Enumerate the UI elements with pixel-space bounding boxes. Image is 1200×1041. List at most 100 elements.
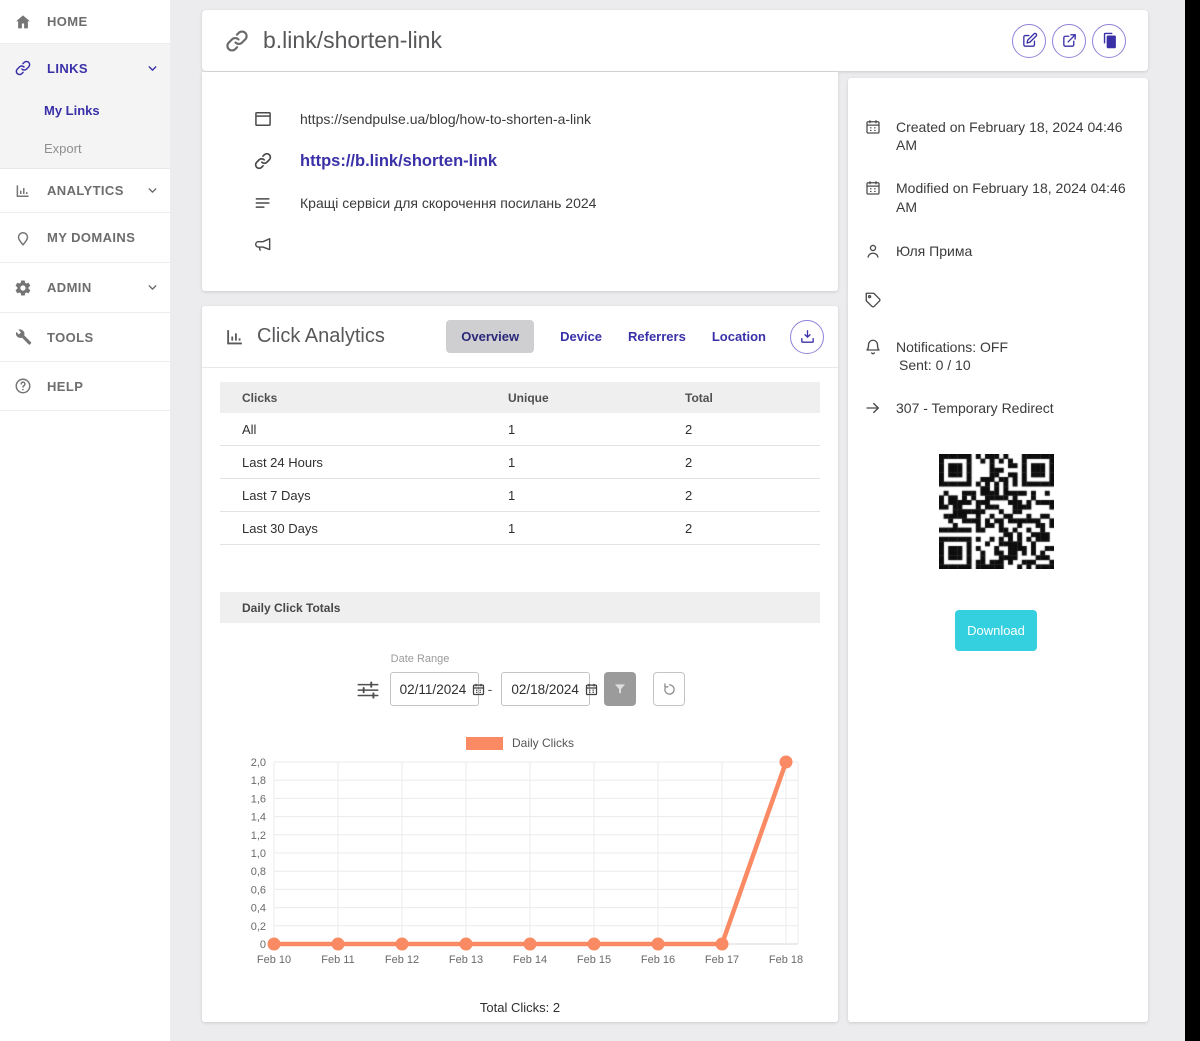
qr-code-wrap <box>864 453 1128 574</box>
page-title: b.link/shorten-link <box>224 27 442 54</box>
link-icon <box>15 60 31 76</box>
link-icon <box>254 152 272 170</box>
apply-filter-button[interactable] <box>604 672 637 706</box>
table-row: Last 7 Days 1 2 <box>220 479 820 512</box>
export-analytics-button[interactable] <box>790 319 824 354</box>
svg-text:Feb 12: Feb 12 <box>385 954 419 966</box>
analytics-title-text: Click Analytics <box>257 325 385 347</box>
tab-overview[interactable]: Overview <box>446 320 535 353</box>
edit-icon <box>1022 32 1037 47</box>
funnel-icon <box>615 684 626 694</box>
sidebar-item-label: MY DOMAINS <box>47 230 136 245</box>
cell-total: 2 <box>685 454 693 470</box>
link-info-panel: Created on February 18, 2024 04:46 AM Mo… <box>848 78 1148 1022</box>
tag-icon <box>865 292 881 308</box>
tab-device[interactable]: Device <box>560 329 602 344</box>
legend-label: Daily Clicks <box>511 736 574 750</box>
destination-url-row: https://sendpulse.ua/blog/how-to-shorten… <box>253 98 818 140</box>
sidebar-item-links[interactable]: LINKS <box>0 44 170 92</box>
svg-text:0,4: 0,4 <box>251 903 266 915</box>
cell-unique: 1 <box>508 421 516 437</box>
external-link-icon <box>1062 34 1076 47</box>
location-pin-icon <box>17 231 29 246</box>
link-page-title: Кращі сервіси для скорочення посилань 20… <box>300 195 597 211</box>
tab-referrers[interactable]: Referrers <box>628 329 686 344</box>
link-header-card: b.link/shorten-link <box>202 10 1148 71</box>
qr-download-button[interactable]: Download <box>955 609 1037 651</box>
bar-chart-icon <box>227 329 242 344</box>
qr-code <box>938 453 1054 569</box>
copy-link-button[interactable] <box>1092 23 1126 58</box>
short-url-row: https://b.link/shorten-link <box>253 140 818 182</box>
table-row: Last 24 Hours 1 2 <box>220 446 820 479</box>
calendar-icon[interactable] <box>584 682 599 697</box>
window-edge <box>1185 0 1200 1041</box>
cell-unique: 1 <box>508 454 516 470</box>
sidebar-item-my-domains[interactable]: MY DOMAINS <box>0 213 170 263</box>
modified-text: Modified on February 18, 2024 04:46 AM <box>896 180 1126 215</box>
cell-total: 2 <box>685 421 693 437</box>
sidebar-item-export[interactable]: Export <box>0 128 170 168</box>
sidebar-item-label: ANALYTICS <box>47 183 124 198</box>
help-icon <box>15 378 31 394</box>
reset-filter-button[interactable] <box>653 672 686 706</box>
col-total: Total <box>685 390 713 405</box>
date-range-separator: - <box>487 681 493 697</box>
tab-location[interactable]: Location <box>711 329 766 344</box>
date-range-label: Date Range <box>390 653 450 665</box>
table-row: Last 30 Days 1 2 <box>220 512 820 545</box>
svg-text:0,8: 0,8 <box>251 866 266 878</box>
svg-text:1,2: 1,2 <box>251 830 266 842</box>
filter-sliders-icon[interactable] <box>355 676 381 702</box>
created-text: Created on February 18, 2024 04:46 AM <box>896 119 1123 154</box>
arrow-right-icon <box>866 403 879 414</box>
daily-clicks-chart[interactable]: 0 0,2 0,4 0,6 0,8 1,0 1,2 1,4 1,6 1,8 2,0 Feb 10 Feb… <box>220 750 820 990</box>
notifications-status: Notifications: OFF <box>896 338 1009 355</box>
reset-icon <box>664 682 675 695</box>
svg-text:0,6: 0,6 <box>251 884 266 896</box>
cell-unique: 1 <box>508 487 516 503</box>
date-to-value: 02/18/2024 <box>511 681 579 697</box>
open-link-button[interactable] <box>1052 23 1086 58</box>
svg-text:Feb 18: Feb 18 <box>769 954 803 966</box>
cell-period: All <box>242 421 257 437</box>
sidebar-item-home[interactable]: HOME <box>0 0 170 44</box>
redirect-row: 307 - Temporary Redirect <box>864 399 1128 417</box>
link-details-card: https://sendpulse.ua/blog/how-to-shorten… <box>202 72 838 291</box>
modified-row: Modified on February 18, 2024 04:46 AM <box>864 179 1128 215</box>
calendar-icon[interactable] <box>471 682 486 697</box>
clicks-table-header: Clicks Unique Total <box>220 382 820 413</box>
sidebar-item-label: ADMIN <box>47 280 92 295</box>
short-url-link[interactable]: https://b.link/shorten-link <box>300 151 498 170</box>
svg-text:Feb 15: Feb 15 <box>577 954 611 966</box>
sidebar-item-admin[interactable]: ADMIN <box>0 263 170 313</box>
notifications-row: Notifications: OFF Sent: 0 / 10 <box>864 338 1128 374</box>
chevron-down-icon <box>148 188 157 193</box>
cell-unique: 1 <box>508 520 516 536</box>
created-row: Created on February 18, 2024 04:46 AM <box>864 118 1128 154</box>
download-tray-icon <box>800 330 814 343</box>
sidebar-item-tools[interactable]: TOOLS <box>0 313 170 362</box>
text-lines-icon <box>255 198 270 208</box>
cell-total: 2 <box>685 520 693 536</box>
bell-icon <box>866 339 880 355</box>
click-analytics-card: Click Analytics Overview Device Referrer… <box>202 306 838 1022</box>
sidebar-item-my-links[interactable]: My Links <box>0 92 170 128</box>
campaign-row <box>253 224 818 266</box>
daily-click-totals-header: Daily Click Totals <box>220 592 820 623</box>
browser-window-icon <box>255 112 271 126</box>
calendar-icon <box>866 120 880 134</box>
table-row: All 1 2 <box>220 413 820 446</box>
sidebar-item-help[interactable]: HELP <box>0 362 170 411</box>
copy-icon <box>1103 32 1116 49</box>
sidebar-links-group: LINKS My Links Export <box>0 44 170 169</box>
date-to-input[interactable]: 02/18/2024 <box>501 672 598 706</box>
link-icon <box>226 29 248 52</box>
edit-link-button[interactable] <box>1012 23 1046 58</box>
redirect-text: 307 - Temporary Redirect <box>896 400 1054 417</box>
date-from-input[interactable]: 02/11/2024 <box>389 672 485 706</box>
sidebar-item-label: TOOLS <box>47 329 94 345</box>
cell-period: Last 7 Days <box>242 487 311 503</box>
cell-total: 2 <box>685 487 693 503</box>
sidebar-item-analytics[interactable]: ANALYTICS <box>0 169 170 213</box>
